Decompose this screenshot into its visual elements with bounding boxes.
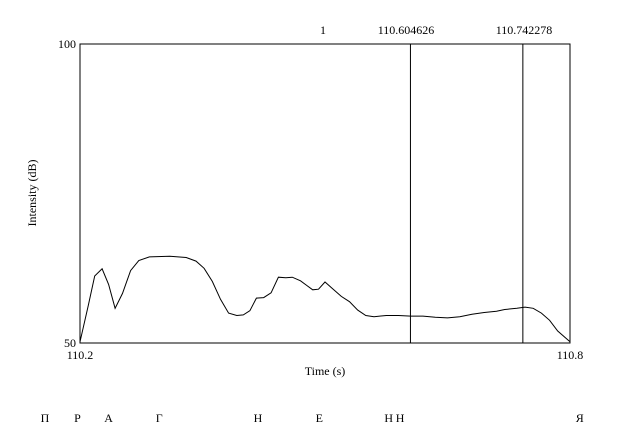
y-axis-label: Intensity (dB) bbox=[25, 160, 39, 227]
segment-label-4: Г bbox=[156, 411, 163, 425]
top-label-1: 1 bbox=[320, 23, 326, 37]
y-tick-label-bottom: 50 bbox=[64, 336, 76, 350]
segment-label-9: Я bbox=[576, 411, 584, 425]
segment-label-7: Н bbox=[384, 411, 393, 425]
x-tick-label-right: 110.8 bbox=[557, 348, 584, 362]
cursor-lines bbox=[409, 44, 524, 343]
plot-frame bbox=[79, 43, 571, 344]
segment-label-2: Р bbox=[74, 411, 81, 425]
x-tick-label-left: 110.2 bbox=[67, 348, 94, 362]
segment-label-8: Н bbox=[396, 411, 405, 425]
segment-label-6: Е bbox=[316, 411, 323, 425]
intensity-series-line bbox=[79, 255, 571, 343]
top-label-cursor-1: 110.604626 bbox=[378, 23, 435, 37]
y-tick-label-top: 100 bbox=[58, 37, 76, 51]
segment-label-1: П bbox=[41, 411, 50, 425]
x-axis-label: Time (s) bbox=[305, 364, 346, 378]
segment-label-3: А bbox=[104, 411, 113, 425]
top-label-cursor-2: 110.742278 bbox=[496, 23, 553, 37]
segment-label-5: Н bbox=[254, 411, 263, 425]
